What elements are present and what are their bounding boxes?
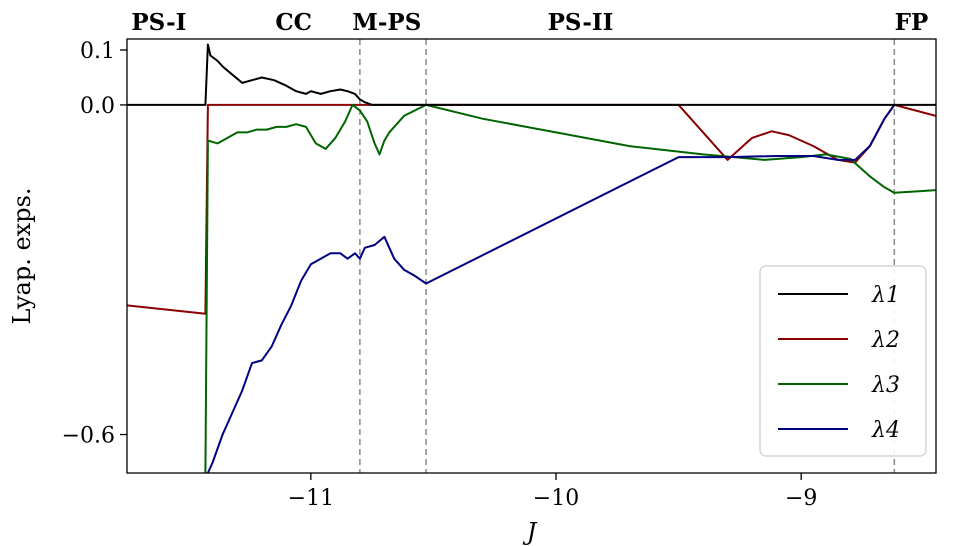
legend-label: λ3 (871, 373, 900, 398)
x-tick-label: −10 (533, 486, 579, 511)
x-tick-label: −9 (785, 486, 817, 511)
series-line-3 (204, 103, 936, 473)
x-axis-ticks: −11 −10 −9 (288, 473, 817, 511)
x-tick-label: −11 (288, 486, 334, 511)
y-axis-ticks: 0.1 0.0 −0.6 (62, 39, 127, 449)
plot-frame (126, 38, 937, 474)
phase-label: PS-I (131, 9, 186, 36)
phase-labels: PS-I CC M-PS PS-II FP (131, 9, 928, 36)
x-axis-title: J (522, 518, 538, 546)
legend-label: λ4 (871, 418, 900, 443)
legend-label: λ2 (871, 328, 900, 353)
y-axis-title: Lyap. exps. (8, 187, 36, 324)
series-line-1 (127, 43, 936, 106)
series-line-4 (206, 104, 896, 473)
series-lines (127, 43, 936, 473)
phase-label: PS-II (548, 9, 614, 36)
legend-box (759, 265, 927, 457)
phase-label: M-PS (352, 9, 421, 36)
phase-label: FP (895, 9, 929, 36)
legend: λ1 λ2 λ3 λ4 (759, 265, 927, 457)
y-tick-label: 0.0 (80, 94, 115, 119)
phase-label: CC (275, 9, 312, 36)
y-tick-label: 0.1 (80, 39, 115, 64)
legend-label: λ1 (871, 283, 900, 308)
y-tick-label: −0.6 (62, 424, 115, 449)
